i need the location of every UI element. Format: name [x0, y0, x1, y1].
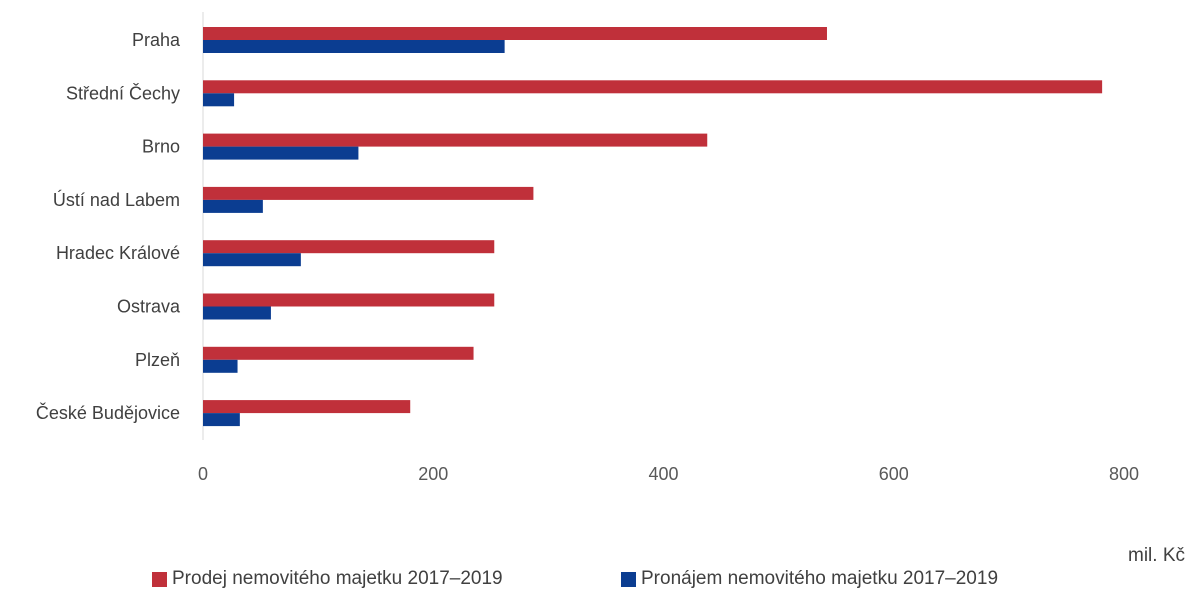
category-label: Brno — [142, 137, 180, 157]
bar-prodej-brno — [203, 133, 708, 147]
bar-prodej-usti-nad-labem — [203, 186, 534, 200]
x-tick-label: 600 — [879, 464, 909, 484]
legend-item-pronajem: Pronájem nemovitého majetku 2017–2019 — [621, 568, 998, 590]
bar-pronajem-praha — [203, 40, 505, 53]
x-tick-label: 0 — [198, 464, 208, 484]
unit-label: mil. Kč — [1128, 545, 1185, 566]
category-label: Střední Čechy — [66, 82, 180, 103]
bar-pronajem-stredni-cechy — [203, 93, 235, 107]
bar-pronajem-brno — [203, 146, 359, 160]
legend-swatch-prodej — [152, 571, 167, 587]
category-label: Ostrava — [117, 297, 181, 317]
category-label: České Budějovice — [36, 402, 180, 423]
bar-pronajem-hradec-kralove — [203, 253, 301, 267]
bar-pronajem-ostrava — [203, 306, 271, 320]
bar-prodej-ceske-budejovice — [203, 400, 411, 414]
legend-label-pronajem: Pronájem nemovitého majetku 2017–2019 — [641, 568, 999, 589]
category-label: Hradec Králové — [56, 243, 180, 263]
legend-label-prodej: Prodej nemovitého majetku 2017–2019 — [172, 568, 503, 589]
bar-prodej-plzen — [203, 346, 474, 360]
bar-prodej-hradec-kralove — [203, 240, 495, 254]
bar-pronajem-plzen — [203, 359, 238, 373]
x-tick-label: 200 — [418, 464, 448, 484]
bar-prodej-praha — [203, 27, 827, 40]
legend-swatch-pronajem — [621, 571, 636, 587]
legend: Prodej nemovitého majetku 2017–2019 Pron… — [0, 568, 1195, 592]
bar-chart-svg: Praha Střední Čechy Brno Ústí nad Labem Hrad… — [36, 12, 1139, 484]
x-tick-label: 400 — [648, 464, 678, 484]
x-tick-label: 800 — [1109, 464, 1139, 484]
bar-pronajem-usti-nad-labem — [203, 199, 263, 213]
bar-prodej-ostrava — [203, 293, 495, 307]
category-label: Plzeň — [135, 350, 180, 370]
legend-item-prodej: Prodej nemovitého majetku 2017–2019 — [152, 568, 503, 590]
category-label: Praha — [132, 30, 181, 50]
category-label: Ústí nad Labem — [53, 189, 180, 210]
bar-prodej-stredni-cechy — [203, 80, 1103, 94]
bar-pronajem-ceske-budejovice — [203, 413, 240, 427]
